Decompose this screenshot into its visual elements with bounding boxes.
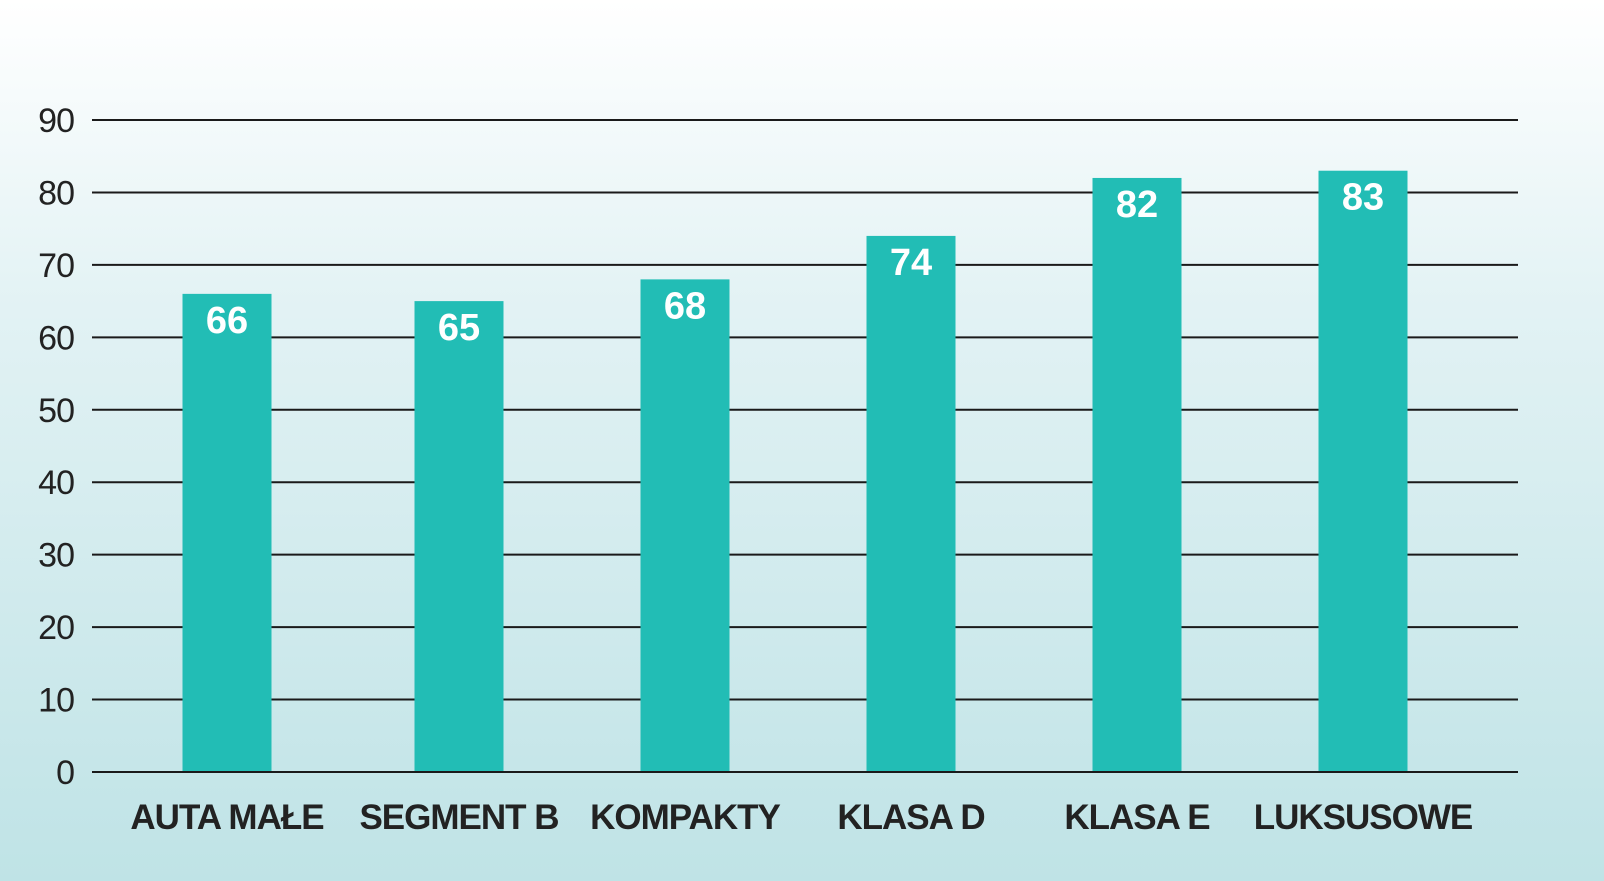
bar-value-label: 66 [206,300,248,342]
x-category-label: SEGMENT B [359,798,558,837]
bar-value-label: 83 [1342,177,1384,219]
bar [640,279,730,771]
y-tick-label: 20 [38,609,74,647]
x-axis-categories: AUTA MAŁE SEGMENT B KOMPAKTY KLASA D KLASA E… [130,798,1473,837]
gridlines [92,119,1518,773]
y-tick-label: 80 [38,174,74,212]
y-tick-label: 90 [38,102,74,140]
y-tick-label: 10 [38,682,74,720]
bar-value-label: 82 [1116,184,1158,226]
y-tick-label: 30 [38,537,74,575]
x-category-label: AUTA MAŁE [130,798,323,837]
bar-value-label: 74 [890,242,932,284]
x-category-label: KLASA E [1064,798,1209,837]
bar-value-label: 68 [664,285,706,327]
x-category-label: LUKSUSOWE [1254,798,1473,837]
bars [182,170,1408,771]
y-tick-label: 0 [56,754,74,792]
bar [866,235,956,771]
y-tick-label: 50 [38,392,74,430]
y-tick-label: 70 [38,247,74,285]
bar [1092,177,1182,771]
value-labels: 66 65 68 74 82 83 [206,177,1384,349]
x-category-label: KOMPAKTY [590,798,780,837]
bar [1318,170,1408,771]
bar-value-label: 65 [438,307,480,349]
y-tick-label: 40 [38,464,74,502]
bar [414,301,504,771]
bar [182,293,272,771]
x-category-label: KLASA D [837,798,984,837]
y-axis-ticks: 0 10 20 30 40 50 60 70 80 90 [38,102,75,792]
y-tick-label: 60 [38,319,74,357]
